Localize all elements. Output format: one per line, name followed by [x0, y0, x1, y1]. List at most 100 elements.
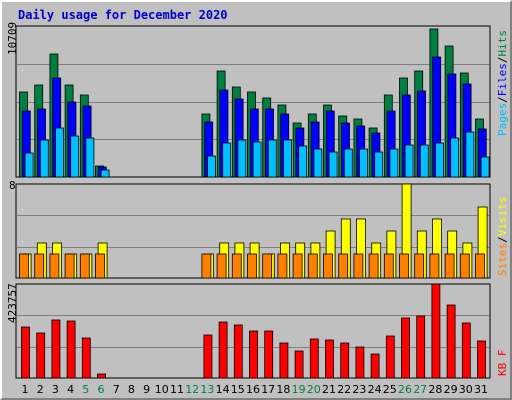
- bar-pages-day-18: [283, 139, 292, 178]
- bar-sites-day-19: [292, 253, 303, 279]
- bar-sites-day-31: [475, 253, 485, 279]
- bar-sites-day-28: [429, 253, 440, 279]
- bar-sites-day-17: [262, 253, 273, 279]
- day-label-14: 14: [216, 383, 230, 396]
- day-label-13: 13: [200, 383, 214, 396]
- bar-sites-day-13: [201, 253, 212, 279]
- bar-pages-day-1: [24, 152, 34, 178]
- bar-pages-day-19: [298, 145, 308, 178]
- bar-pages-day-3: [55, 127, 64, 178]
- bar-kbf-day-23: [355, 346, 365, 379]
- hits-axis-max-label: 10709: [6, 22, 19, 55]
- bar-pages-day-24: [374, 151, 384, 178]
- day-label-11: 11: [170, 383, 184, 396]
- bar-kbf-day-25: [385, 335, 395, 379]
- bar-pages-day-28: [435, 142, 444, 178]
- bar-kbf-day-3: [51, 319, 61, 379]
- day-label-26: 26: [398, 383, 412, 396]
- kbytes-axis-max-label: 423757: [6, 283, 19, 323]
- legend-hits: Hits: [496, 30, 509, 57]
- bar-kbf-day-31: [477, 340, 486, 379]
- bar-pages-day-5: [85, 137, 95, 178]
- bar-kbf-day-16: [249, 330, 258, 379]
- bar-kbf-day-22: [340, 342, 350, 379]
- day-label-31: 31: [474, 383, 488, 396]
- day-label-5: 5: [82, 383, 89, 396]
- bar-sites-day-25: [383, 253, 394, 279]
- bar-sites-day-4: [64, 253, 75, 279]
- day-labels: 1 2 3 4 5 6 7 8 9 10 11 12 13 14 15 16 17 18 19 20 21 22 23 24 2…: [22, 383, 489, 396]
- day-label-30: 30: [459, 383, 473, 396]
- bar-pages-day-14: [222, 142, 232, 178]
- bar-pages-day-17: [267, 139, 277, 178]
- day-label-12: 12: [185, 383, 199, 396]
- legend-separator: /: [496, 236, 509, 243]
- bar-kbf-day-29: [446, 304, 456, 379]
- bar-kbf-day-13: [203, 334, 213, 379]
- day-label-28: 28: [428, 383, 442, 396]
- bar-pages-day-20: [313, 148, 323, 178]
- bar-sites-day-30: [459, 253, 470, 279]
- day-label-23: 23: [352, 383, 366, 396]
- bar-pages-day-25: [389, 148, 399, 178]
- day-label-18: 18: [276, 383, 290, 396]
- bar-kbf-day-2: [36, 332, 46, 379]
- day-label-15: 15: [231, 383, 245, 396]
- bar-kbf-day-26: [401, 317, 410, 379]
- bar-sites-day-27: [414, 253, 425, 279]
- day-label-21: 21: [322, 383, 336, 396]
- bar-kbf-day-6: [97, 373, 106, 379]
- day-label-27: 27: [413, 383, 427, 396]
- legend-separator: /: [496, 96, 509, 103]
- bar-sites-day-16: [247, 253, 257, 279]
- legend-separator: /: [496, 57, 509, 64]
- bar-kbf-day-4: [66, 320, 76, 379]
- bar-pages-day-27: [419, 144, 429, 178]
- bar-kbf-day-5: [81, 337, 91, 379]
- bar-sites-day-18: [277, 253, 288, 279]
- bar-sites-day-1: [19, 253, 29, 279]
- day-label-1: 1: [22, 383, 29, 396]
- day-label-25: 25: [383, 383, 397, 396]
- chart-title: Daily usage for December 2020: [18, 8, 228, 22]
- bar-kbf-day-17: [264, 330, 274, 379]
- bar-pages-day-2: [39, 139, 49, 178]
- bar-pages-day-31: [480, 156, 490, 178]
- kbytes-legend: KB F: [496, 350, 509, 377]
- sites-visits-legend: Sites/Visits: [496, 197, 509, 277]
- bar-sites-day-20: [307, 253, 318, 279]
- bar-sites-day-26: [399, 253, 409, 279]
- day-label-2: 2: [37, 383, 44, 396]
- bar-sites-day-5: [79, 253, 90, 279]
- bar-sites-day-22: [338, 253, 349, 279]
- bar-kbf-day-15: [233, 324, 243, 379]
- bar-pages-day-4: [70, 135, 80, 178]
- bar-pages-day-16: [252, 141, 262, 178]
- bar-sites-day-6: [95, 253, 105, 279]
- day-label-17: 17: [261, 383, 275, 396]
- bar-kbf-day-24: [370, 353, 380, 379]
- day-label-9: 9: [143, 383, 150, 396]
- day-label-22: 22: [337, 383, 351, 396]
- day-label-4: 4: [67, 383, 74, 396]
- bar-sites-day-23: [353, 253, 364, 279]
- bar-kbf-day-21: [325, 339, 334, 379]
- day-label-20: 20: [307, 383, 321, 396]
- legend-visits: Visits: [496, 197, 509, 237]
- bar-kbf-day-27: [416, 315, 426, 379]
- bar-kbf-day-18: [279, 342, 289, 379]
- bar-pages-day-29: [450, 137, 460, 178]
- legend-pages: Pages: [496, 103, 509, 136]
- bar-pages-day-13: [207, 155, 216, 178]
- bar-kbf-day-19: [294, 350, 304, 379]
- bar-sites-day-21: [323, 253, 333, 279]
- day-label-29: 29: [444, 383, 458, 396]
- legend-sites: Sites: [496, 243, 509, 276]
- bar-sites-day-3: [49, 253, 60, 279]
- day-label-7: 7: [113, 383, 120, 396]
- day-label-19: 19: [292, 383, 306, 396]
- bar-pages-day-21: [328, 151, 338, 178]
- bars: [19, 28, 490, 379]
- bar-sites-day-14: [216, 253, 227, 279]
